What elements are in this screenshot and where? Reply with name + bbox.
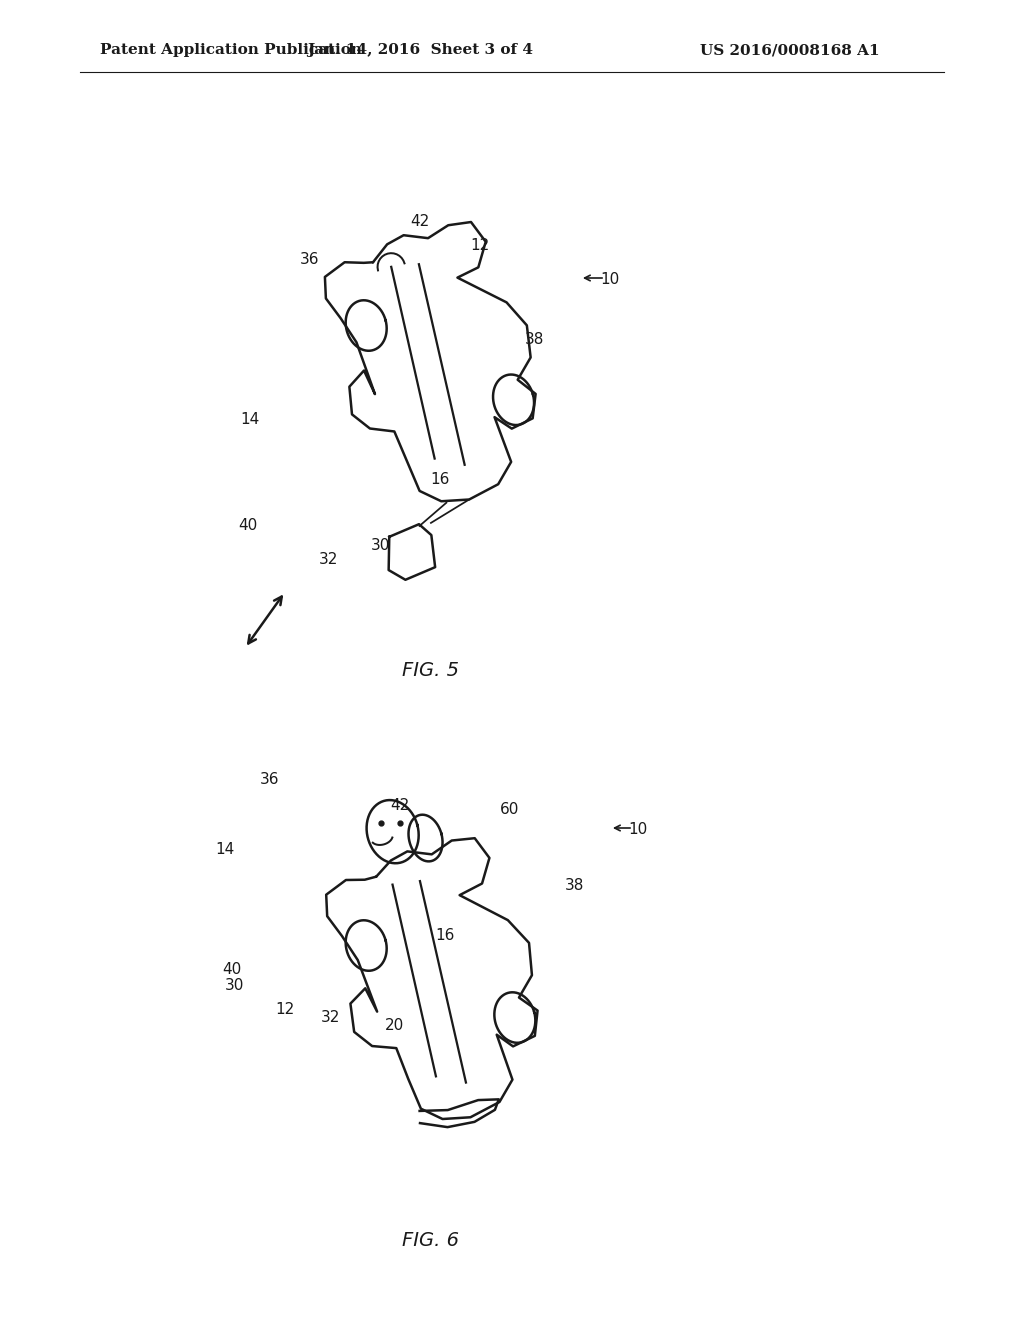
Text: 30: 30 xyxy=(225,978,245,993)
Text: 14: 14 xyxy=(215,842,234,858)
Text: 10: 10 xyxy=(629,822,647,837)
Text: Jan. 14, 2016  Sheet 3 of 4: Jan. 14, 2016 Sheet 3 of 4 xyxy=(307,44,534,57)
Text: 38: 38 xyxy=(565,878,585,892)
Text: 40: 40 xyxy=(239,517,258,532)
Text: 36: 36 xyxy=(300,252,319,268)
Text: US 2016/0008168 A1: US 2016/0008168 A1 xyxy=(700,44,880,57)
Text: 42: 42 xyxy=(390,797,410,813)
Text: 36: 36 xyxy=(260,772,280,788)
Text: 30: 30 xyxy=(371,537,390,553)
Text: 16: 16 xyxy=(435,928,455,942)
Text: 32: 32 xyxy=(318,553,338,568)
Text: 10: 10 xyxy=(600,272,620,288)
Text: 40: 40 xyxy=(222,962,242,978)
Text: 14: 14 xyxy=(241,412,260,428)
Text: 60: 60 xyxy=(501,803,520,817)
Text: 20: 20 xyxy=(385,1018,404,1032)
Text: 12: 12 xyxy=(275,1002,295,1018)
Text: FIG. 6: FIG. 6 xyxy=(401,1230,459,1250)
Text: 38: 38 xyxy=(525,333,545,347)
Text: 32: 32 xyxy=(321,1011,340,1026)
Text: 42: 42 xyxy=(411,214,430,230)
Text: 16: 16 xyxy=(430,473,450,487)
Text: FIG. 5: FIG. 5 xyxy=(401,660,459,680)
Text: Patent Application Publication: Patent Application Publication xyxy=(100,44,362,57)
Text: 12: 12 xyxy=(470,238,489,252)
